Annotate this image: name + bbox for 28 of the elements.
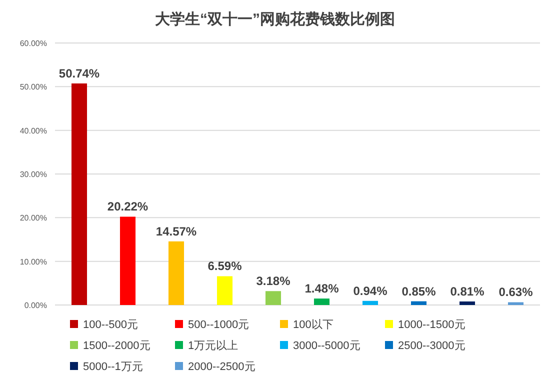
y-tick-label: 60.00% [20, 39, 47, 48]
legend-label: 1万元以上 [188, 339, 238, 352]
data-label: 0.85% [402, 284, 436, 298]
data-label: 20.22% [107, 200, 148, 214]
y-tick-label: 30.00% [20, 170, 47, 179]
data-label: 1.48% [304, 282, 340, 296]
data-label: 0.63% [498, 285, 534, 300]
y-tick-label: 50.00% [20, 82, 47, 92]
legend-label: 5000--1万元 [83, 361, 143, 373]
data-label: 14.57% [156, 224, 197, 238]
legend-label: 3000--5000元 [293, 340, 360, 352]
legend-label: 1000--1500元 [398, 319, 466, 331]
y-tick-label: 20.00% [20, 214, 47, 223]
legend-label: 2000--2500元 [188, 361, 256, 373]
chart-title: 大学生“双十一”网购花费钱数比例图 [155, 11, 395, 28]
legend-label: 100--500元 [83, 319, 138, 331]
data-label: 0.94% [353, 284, 388, 298]
data-label: 50.74% [58, 66, 100, 80]
y-tick-label: 0.00% [24, 301, 47, 310]
y-tick-label: 10.00% [20, 257, 47, 266]
data-label: 0.81% [450, 284, 485, 298]
legend-label: 1500--2000元 [83, 340, 150, 352]
legend-label: 100以下 [293, 318, 334, 331]
data-label: 6.59% [208, 259, 242, 274]
data-label: 3.18% [256, 274, 291, 288]
legend-label: 2500--3000元 [398, 340, 466, 352]
legend-label: 500--1000元 [188, 319, 250, 331]
y-tick-label: 40.00% [20, 126, 47, 136]
